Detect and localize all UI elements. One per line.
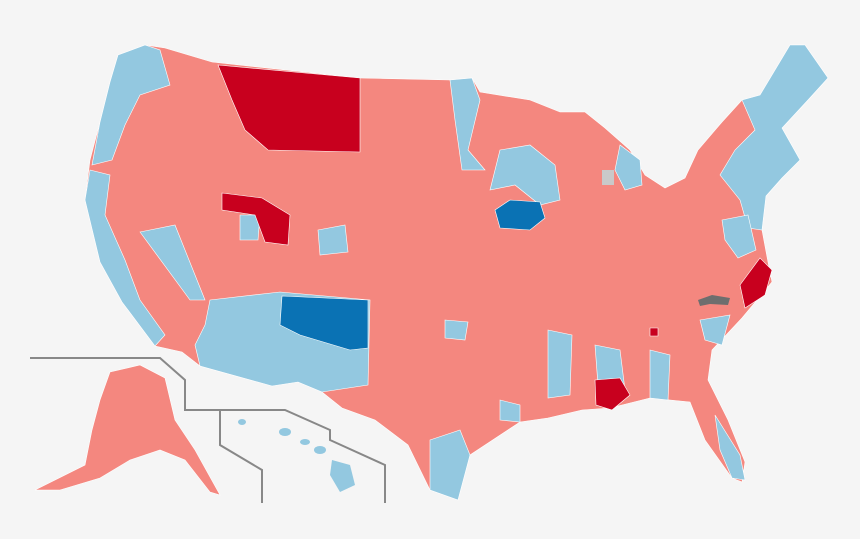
texas-south: [429, 429, 471, 501]
alaska: [34, 364, 221, 496]
virginia-north: [721, 214, 757, 259]
mississippi: [547, 329, 573, 399]
iowa: [494, 199, 546, 231]
georgia-small: [649, 327, 659, 337]
georgia: [649, 349, 671, 401]
minnesota: [449, 77, 486, 171]
island: [314, 446, 326, 454]
nevada-south: [139, 224, 206, 301]
wyoming-utah: [221, 192, 291, 246]
island: [238, 419, 246, 425]
island: [279, 428, 291, 436]
great-lakes: [489, 144, 561, 206]
pacific-northwest: [91, 44, 171, 166]
inset-borders: [30, 357, 386, 503]
red-districts: [217, 64, 773, 411]
island: [330, 460, 355, 492]
california-coast: [84, 169, 166, 347]
dark-blue-districts: [279, 199, 546, 351]
alaska-border: [30, 357, 386, 503]
carolina: [699, 314, 731, 346]
hawaii: [238, 419, 355, 492]
new-mexico: [279, 295, 369, 351]
light-gray-district: [602, 170, 614, 185]
texas-houston: [499, 399, 521, 423]
island: [300, 439, 310, 445]
michigan: [614, 144, 643, 191]
alabama-south: [594, 377, 631, 411]
northeast: [719, 44, 829, 231]
gray-district: [698, 295, 730, 306]
north-carolina: [739, 257, 773, 309]
florida: [714, 414, 746, 481]
hawaii-border: [219, 410, 263, 503]
montana: [217, 64, 361, 153]
colorado: [317, 224, 349, 256]
oklahoma: [444, 319, 469, 341]
